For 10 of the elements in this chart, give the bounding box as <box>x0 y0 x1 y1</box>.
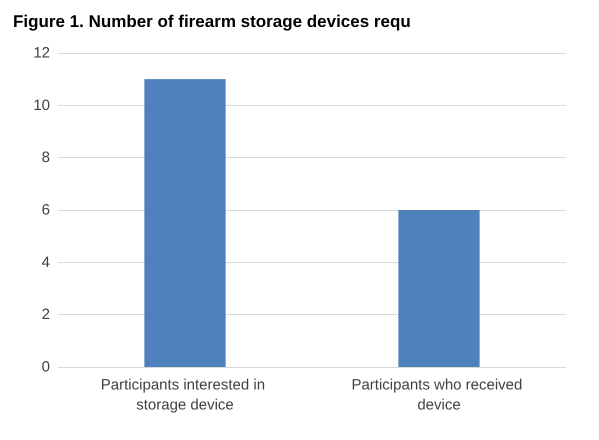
y-tick-label: 2 <box>42 306 50 324</box>
y-tick-label: 6 <box>42 202 50 218</box>
y-tick-label: 12 <box>33 44 50 62</box>
y-tick-label: 8 <box>42 149 50 166</box>
y-tick-label: 4 <box>42 254 50 271</box>
y-tick-label: 0 <box>42 358 50 376</box>
x-tick-label: Participants interested in storage device <box>100 376 270 414</box>
x-tick-label: Participants who received device <box>351 376 527 414</box>
chart-title: Figure 1. Number of firearm storage devices requ <box>13 12 411 31</box>
y-tick-label: 10 <box>33 96 50 114</box>
